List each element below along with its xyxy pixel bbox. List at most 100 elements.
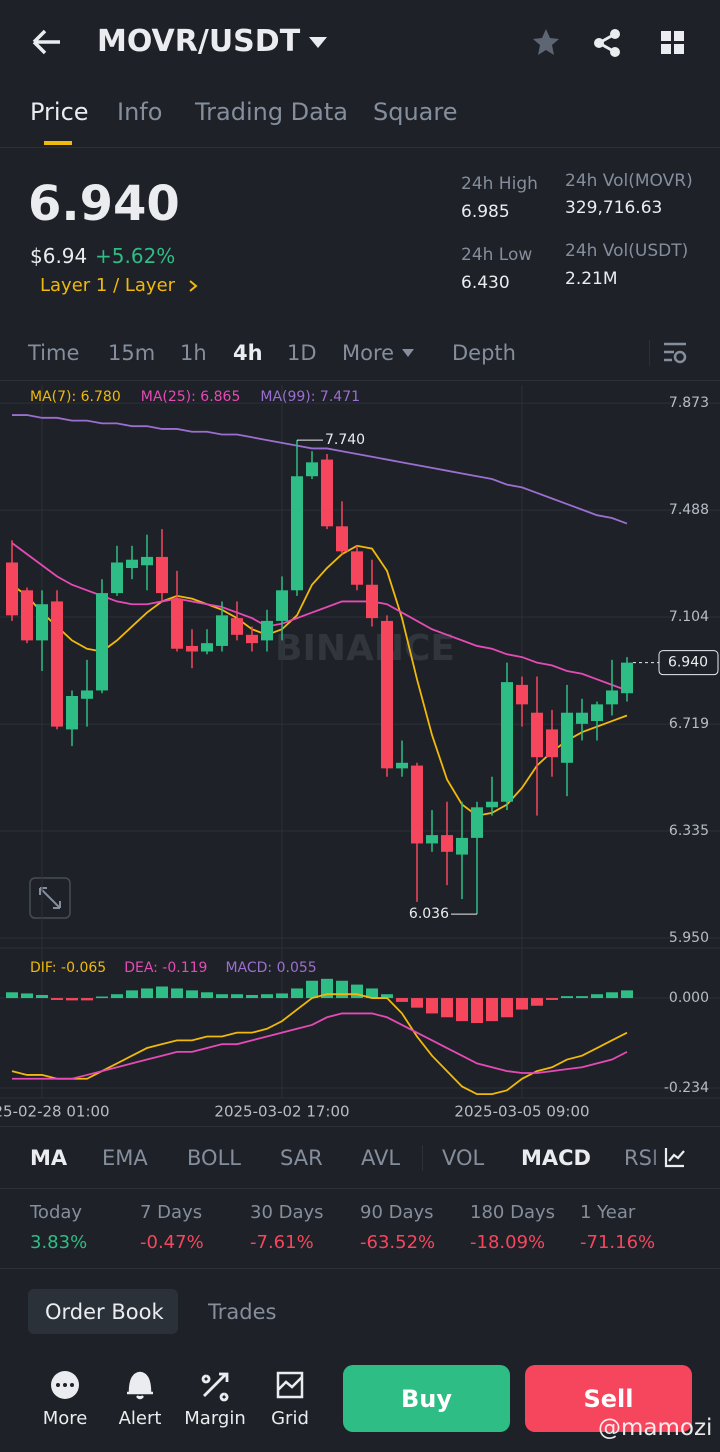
action-label[interactable]: More — [42, 1408, 88, 1429]
candle-body — [186, 645, 198, 652]
macd-bar — [141, 988, 153, 999]
period-label: Today — [30, 1202, 83, 1223]
period-label: 90 Days — [360, 1202, 434, 1223]
candle-body — [216, 615, 228, 646]
pair-title[interactable]: MOVR/USDT — [97, 24, 301, 59]
macd-bar — [96, 996, 108, 999]
pair-caret[interactable] — [308, 36, 328, 50]
y-tick-label: -0.234 — [664, 1080, 709, 1096]
candle-body — [516, 684, 528, 705]
star-icon[interactable] — [532, 28, 560, 56]
indicator[interactable]: MA — [30, 1146, 68, 1170]
macd-bar — [396, 998, 408, 1002]
legend-entry: MA(7): 6.780 — [30, 389, 121, 405]
stat-value: 2.21M — [565, 269, 618, 289]
macd-bar — [456, 998, 468, 1022]
sector-tag[interactable]: Layer 1 / Layer — [40, 275, 176, 296]
alert-icon[interactable] — [127, 1371, 153, 1400]
interval[interactable]: 4h — [233, 341, 263, 365]
usd-price: $6.94 — [30, 244, 88, 268]
macd-bar — [621, 990, 633, 999]
indicator[interactable]: SAR — [280, 1146, 323, 1170]
grid-icon[interactable] — [276, 1371, 304, 1399]
macd-bar — [231, 994, 243, 999]
buy-button[interactable]: Buy — [343, 1365, 510, 1432]
candle-body — [201, 643, 213, 652]
tab[interactable]: Square — [373, 98, 458, 126]
annotation: 7.740 — [325, 432, 365, 448]
candle-body — [66, 696, 78, 730]
layout-icon[interactable] — [660, 30, 686, 56]
indicator-settings-icon[interactable] — [664, 1146, 686, 1168]
tab-underline — [44, 141, 72, 145]
interval[interactable]: 1D — [287, 341, 317, 365]
fade — [648, 1130, 720, 1186]
candle-body — [591, 704, 603, 722]
tab[interactable]: Info — [117, 98, 163, 126]
y-tick-label: 5.950 — [669, 930, 709, 946]
candle-body — [606, 690, 618, 705]
interval[interactable]: Depth — [452, 341, 516, 365]
indicator[interactable]: AVL — [361, 1146, 401, 1170]
candle-body — [51, 601, 63, 727]
candle-body — [561, 712, 573, 763]
macd-bar — [66, 998, 78, 1001]
candle-body — [546, 729, 558, 758]
last-price-label: 6.940 — [668, 655, 708, 671]
more-caret[interactable] — [401, 348, 415, 358]
candle-body — [501, 682, 513, 802]
divider — [0, 1188, 720, 1189]
ma-line — [12, 414, 628, 525]
expand-button[interactable] — [29, 877, 71, 919]
candle-body — [141, 556, 153, 566]
action-label[interactable]: Margin — [184, 1408, 246, 1429]
macd-bar — [426, 998, 438, 1014]
macd-bar — [246, 994, 258, 999]
tab-bg[interactable] — [28, 1289, 178, 1334]
stat-value: 6.430 — [461, 273, 510, 293]
macd-bar — [291, 988, 303, 999]
candle-body — [426, 835, 438, 844]
indicator[interactable]: EMA — [102, 1146, 148, 1170]
interval[interactable]: 1h — [180, 341, 207, 365]
macd-bar — [81, 998, 93, 1001]
action-label[interactable]: Grid — [271, 1408, 309, 1429]
share-icon[interactable] — [592, 28, 622, 58]
interval[interactable]: More — [342, 341, 395, 365]
candle-body — [441, 835, 453, 852]
y-tick-label: 0.000 — [669, 990, 709, 1006]
interval[interactable]: 15m — [108, 341, 156, 365]
macd-bar — [51, 998, 63, 1000]
tab[interactable]: Trading Data — [195, 98, 348, 126]
chart-settings-icon[interactable] — [662, 341, 688, 365]
indicator[interactable]: MACD — [521, 1146, 591, 1170]
period-change: -63.52% — [360, 1232, 436, 1253]
macd-bar — [471, 998, 483, 1024]
sell-button[interactable]: Sell — [525, 1365, 692, 1432]
tag-chevron[interactable] — [188, 279, 198, 293]
y-tick-label: 7.488 — [669, 502, 709, 518]
book-tab[interactable]: Order Book — [45, 1300, 164, 1324]
action-label[interactable]: Alert — [118, 1408, 162, 1429]
margin-icon[interactable] — [201, 1372, 229, 1402]
y-tick-label: 7.104 — [669, 609, 709, 625]
back-arrow[interactable] — [30, 28, 64, 56]
period-label: 7 Days — [140, 1202, 203, 1223]
macd-bar — [366, 988, 378, 999]
candle-body — [411, 765, 423, 844]
legend-entry: MA(99): 7.471 — [260, 389, 360, 405]
indicator[interactable]: BOLL — [187, 1146, 241, 1170]
expand-icon[interactable] — [39, 887, 61, 909]
interval[interactable]: Time — [28, 341, 80, 365]
tab[interactable]: Price — [30, 98, 89, 126]
macd-bar — [486, 998, 498, 1022]
candle-body — [6, 562, 18, 616]
book-tab[interactable]: Trades — [208, 1300, 277, 1324]
macd-bar — [306, 980, 318, 999]
ma-line — [11, 542, 628, 692]
indicator[interactable]: VOL — [442, 1146, 485, 1170]
macd-bar — [216, 994, 228, 999]
stat-value: 6.985 — [461, 202, 510, 222]
stat-label: 24h High — [461, 174, 538, 194]
candle-body — [351, 551, 363, 585]
